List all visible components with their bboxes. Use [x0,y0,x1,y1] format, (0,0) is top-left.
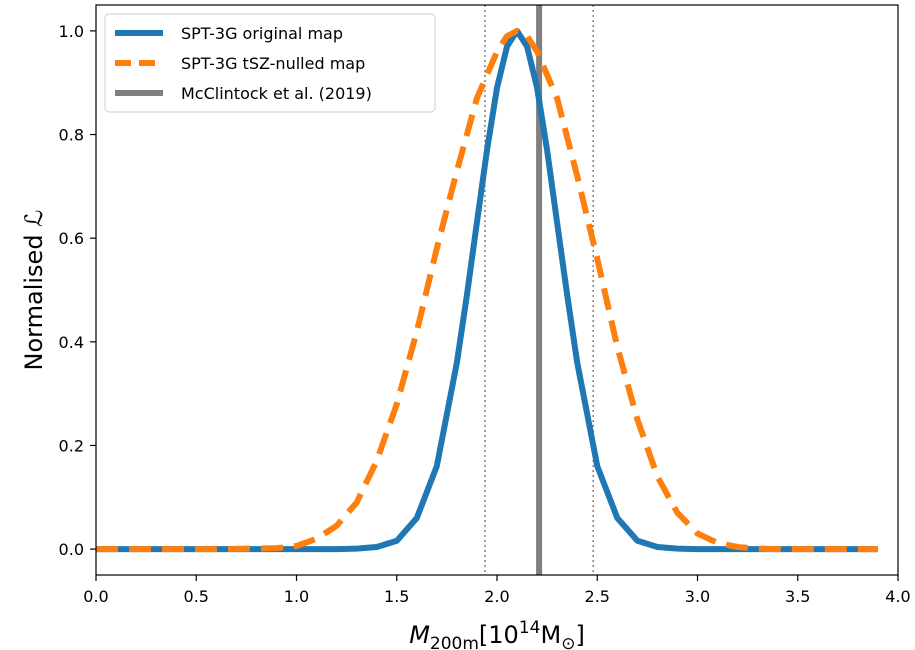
legend: SPT-3G original map SPT-3G tSZ-nulled map… [104,13,436,113]
x-axis-label-unit: M [540,621,561,649]
legend-box [104,13,436,113]
series-line-1 [96,27,878,553]
y-tick-label: 0.2 [59,436,84,455]
x-axis-label-unit-subscript: ⊙ [561,634,575,650]
y-tick-label: 0.8 [59,126,84,145]
x-tick-label: 2.0 [484,587,509,606]
series-line-0 [96,27,878,553]
x-tick-label: 1.0 [284,587,309,606]
x-tick-label: 2.5 [585,587,610,606]
x-axis-label-exponent: 14 [519,618,541,638]
plot-area: 0.0 0.5 1.0 1.5 2.0 2.5 3.0 3.5 4.0 0.0 0.2 0.4 0.6 0… [59,4,911,606]
x-axis-label-subscript: 200m [430,634,479,650]
legend-label-1: SPT-3G tSZ-nulled map [181,54,365,73]
x-axis-label-unit-close: ] [575,621,584,649]
y-axis-label: Normalised ℒ [20,210,48,371]
x-axis-label-symbol: M [409,621,430,649]
x-tick-label: 4.0 [885,587,910,606]
legend-label-0: SPT-3G original map [181,24,343,43]
y-tick-label: 0.6 [59,229,84,248]
x-tick-label: 3.5 [785,587,810,606]
y-tick-label: 0.4 [59,333,84,352]
y-tick-label: 1.0 [59,22,84,41]
y-axis-label-group: Normalised ℒ [20,210,48,371]
x-axis-label: M200m[1014M⊙] [409,618,585,650]
x-axis-label-unit-open: [10 [479,621,519,649]
legend-label-2: McClintock et al. (2019) [181,84,372,103]
x-tick-label: 0.5 [184,587,209,606]
y-tick-label: 0.0 [59,540,84,559]
x-tick-label: 3.0 [685,587,710,606]
x-tick-label: 0.0 [83,587,108,606]
x-tick-label: 1.5 [384,587,409,606]
